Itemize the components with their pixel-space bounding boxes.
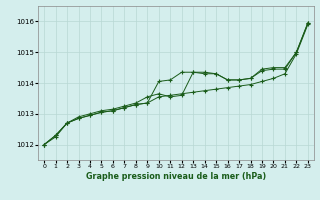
X-axis label: Graphe pression niveau de la mer (hPa): Graphe pression niveau de la mer (hPa)	[86, 172, 266, 181]
